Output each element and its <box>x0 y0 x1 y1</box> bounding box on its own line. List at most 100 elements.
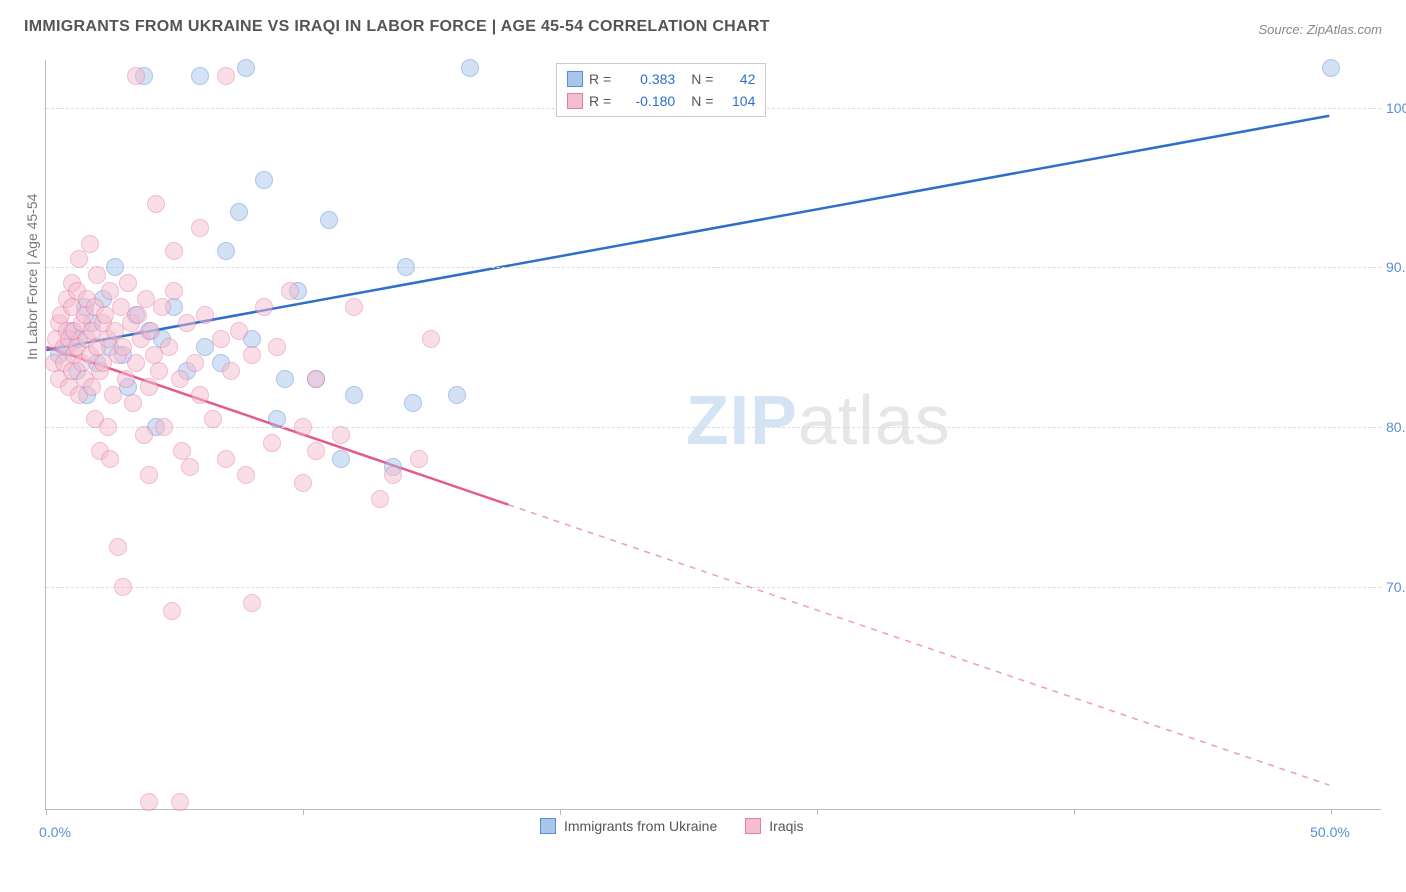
legend-swatch <box>567 93 583 109</box>
scatter-point <box>150 362 168 380</box>
y-tick-label: 90.0% <box>1386 259 1406 275</box>
scatter-point <box>160 338 178 356</box>
scatter-point <box>332 426 350 444</box>
scatter-point <box>104 386 122 404</box>
scatter-point <box>153 298 171 316</box>
scatter-point <box>243 346 261 364</box>
scatter-point <box>127 67 145 85</box>
scatter-point <box>114 578 132 596</box>
scatter-point <box>230 322 248 340</box>
x-tick <box>817 809 818 815</box>
scatter-point <box>106 258 124 276</box>
scatter-point <box>142 322 160 340</box>
scatter-point <box>222 362 240 380</box>
scatter-point <box>181 458 199 476</box>
x-tick <box>1074 809 1075 815</box>
scatter-point <box>191 219 209 237</box>
scatter-point <box>404 394 422 412</box>
scatter-point <box>117 370 135 388</box>
scatter-point <box>140 793 158 811</box>
scatter-point <box>422 330 440 348</box>
scatter-point <box>281 282 299 300</box>
scatter-point <box>268 338 286 356</box>
scatter-point <box>124 394 142 412</box>
scatter-point <box>263 434 281 452</box>
x-axis-max-label: 50.0% <box>1310 824 1350 840</box>
scatter-point <box>109 538 127 556</box>
legend-swatch <box>567 71 583 87</box>
scatter-point <box>217 67 235 85</box>
scatter-point <box>217 242 235 260</box>
x-tick <box>560 809 561 815</box>
scatter-point <box>212 330 230 348</box>
scatter-point <box>101 282 119 300</box>
scatter-point <box>243 594 261 612</box>
watermark: ZIPatlas <box>686 380 951 460</box>
scatter-point <box>276 370 294 388</box>
scatter-point <box>307 442 325 460</box>
scatter-point <box>397 258 415 276</box>
scatter-point <box>186 354 204 372</box>
gridline <box>46 427 1381 428</box>
scatter-point <box>129 306 147 324</box>
x-tick <box>1331 809 1332 815</box>
x-tick <box>303 809 304 815</box>
scatter-point <box>165 282 183 300</box>
correlation-legend-row: R =-0.180N =104 <box>567 90 755 112</box>
y-axis-label: In Labor Force | Age 45-54 <box>24 194 40 360</box>
scatter-point <box>99 418 117 436</box>
scatter-point <box>384 466 402 484</box>
gridline <box>46 267 1381 268</box>
scatter-point <box>165 242 183 260</box>
scatter-point <box>140 466 158 484</box>
scatter-point <box>307 370 325 388</box>
scatter-point <box>255 298 273 316</box>
scatter-point <box>191 67 209 85</box>
scatter-point <box>155 418 173 436</box>
scatter-point <box>332 450 350 468</box>
gridline <box>46 587 1381 588</box>
scatter-point <box>191 386 209 404</box>
plot-area: ZIPatlas 70.0%80.0%90.0%100.0% <box>45 60 1381 810</box>
series-legend: Immigrants from Ukraine Iraqis <box>540 818 804 834</box>
y-tick-label: 80.0% <box>1386 419 1406 435</box>
legend-swatch <box>540 818 556 834</box>
chart-title: IMMIGRANTS FROM UKRAINE VS IRAQI IN LABO… <box>24 18 770 36</box>
correlation-legend-row: R =0.383N =42 <box>567 68 755 90</box>
scatter-point <box>1322 59 1340 77</box>
scatter-point <box>127 354 145 372</box>
scatter-point <box>345 298 363 316</box>
scatter-point <box>217 450 235 468</box>
scatter-point <box>147 195 165 213</box>
x-tick <box>46 809 47 815</box>
scatter-point <box>255 171 273 189</box>
scatter-point <box>119 274 137 292</box>
scatter-point <box>230 203 248 221</box>
series-legend-item: Iraqis <box>745 818 803 834</box>
scatter-point <box>178 314 196 332</box>
scatter-point <box>171 793 189 811</box>
scatter-point <box>237 59 255 77</box>
scatter-point <box>70 250 88 268</box>
scatter-point <box>237 466 255 484</box>
series-legend-item: Immigrants from Ukraine <box>540 818 717 834</box>
scatter-point <box>135 426 153 444</box>
scatter-point <box>112 298 130 316</box>
scatter-point <box>81 235 99 253</box>
scatter-point <box>171 370 189 388</box>
scatter-point <box>268 410 286 428</box>
scatter-point <box>448 386 466 404</box>
scatter-point <box>371 490 389 508</box>
trend-lines <box>46 60 1381 809</box>
legend-swatch <box>745 818 761 834</box>
y-tick-label: 100.0% <box>1386 100 1406 116</box>
scatter-point <box>410 450 428 468</box>
scatter-point <box>196 306 214 324</box>
scatter-point <box>320 211 338 229</box>
scatter-point <box>114 338 132 356</box>
scatter-point <box>461 59 479 77</box>
scatter-point <box>83 378 101 396</box>
scatter-point <box>140 378 158 396</box>
correlation-legend: R =0.383N =42R =-0.180N =104 <box>556 63 766 117</box>
scatter-point <box>204 410 222 428</box>
